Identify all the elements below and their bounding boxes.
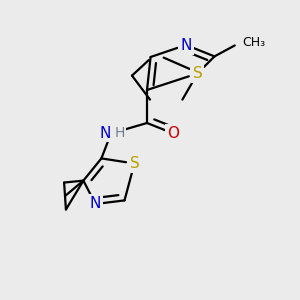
Text: S: S bbox=[130, 156, 139, 171]
Text: N: N bbox=[99, 126, 110, 141]
Text: O: O bbox=[167, 126, 179, 141]
Text: S: S bbox=[193, 66, 202, 81]
Text: N: N bbox=[180, 38, 192, 52]
Text: N: N bbox=[90, 196, 101, 211]
Text: CH₃: CH₃ bbox=[242, 36, 266, 49]
Text: H: H bbox=[114, 126, 124, 140]
